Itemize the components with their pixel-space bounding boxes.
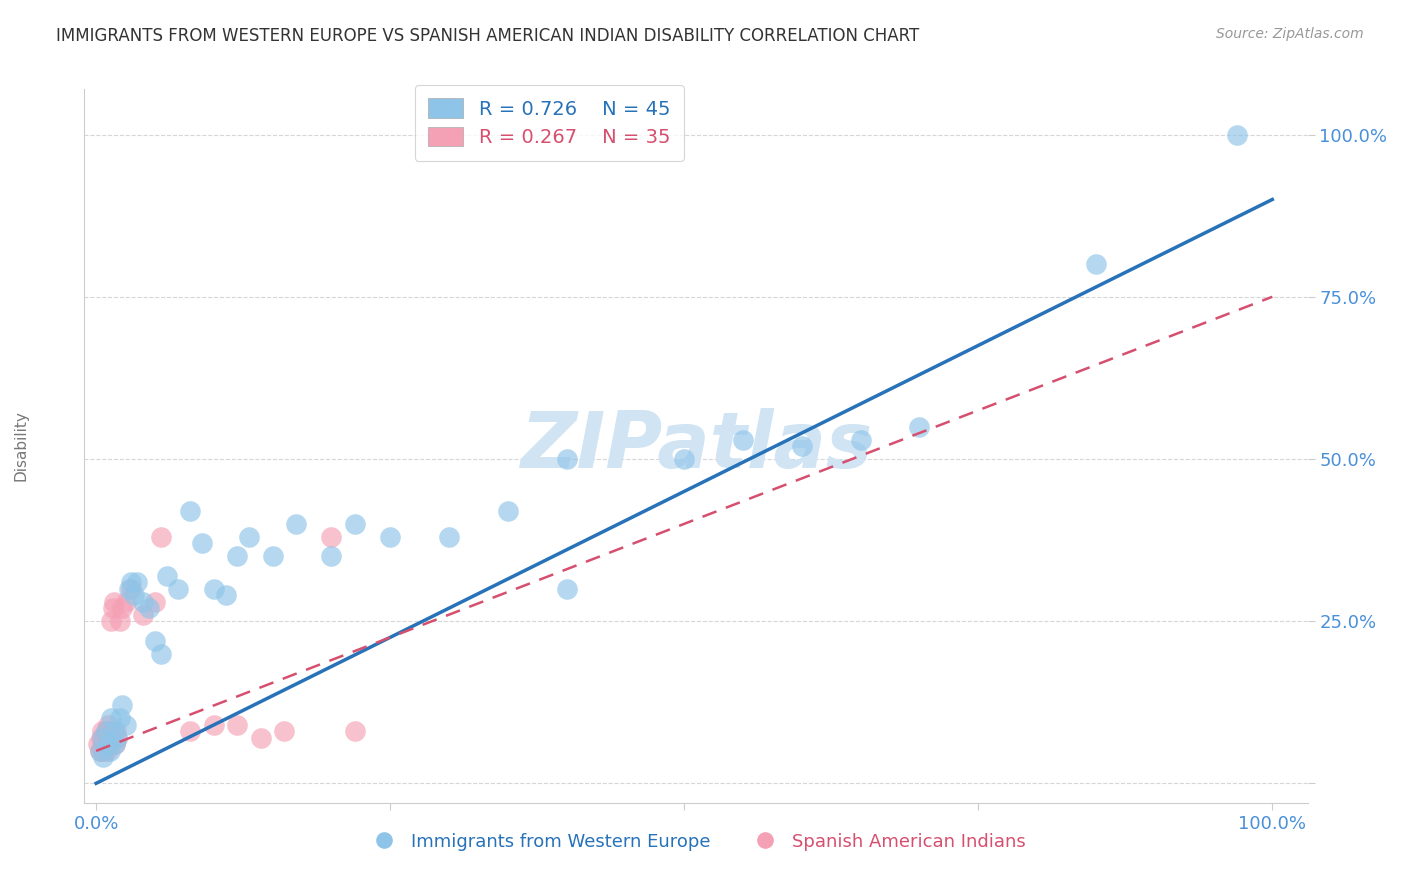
Point bbox=[149, 530, 172, 544]
Point bbox=[273, 724, 295, 739]
Point bbox=[91, 738, 114, 752]
Point bbox=[149, 647, 172, 661]
Point bbox=[93, 731, 115, 745]
Text: Source: ZipAtlas.com: Source: ZipAtlas.com bbox=[1216, 27, 1364, 41]
Point bbox=[143, 595, 166, 609]
Point bbox=[179, 504, 201, 518]
Point bbox=[91, 744, 114, 758]
Point bbox=[114, 595, 136, 609]
Point bbox=[226, 549, 249, 564]
Point bbox=[179, 724, 201, 739]
Point bbox=[156, 568, 179, 582]
Point bbox=[437, 530, 460, 544]
Point bbox=[285, 516, 308, 531]
Point bbox=[89, 744, 111, 758]
Text: IMMIGRANTS FROM WESTERN EUROPE VS SPANISH AMERICAN INDIAN DISABILITY CORRELATION: IMMIGRANTS FROM WESTERN EUROPE VS SPANIS… bbox=[56, 27, 920, 45]
Point bbox=[91, 750, 114, 764]
Point bbox=[91, 731, 114, 745]
Point bbox=[103, 724, 125, 739]
Point bbox=[103, 595, 125, 609]
Point bbox=[143, 633, 166, 648]
Point bbox=[343, 724, 366, 739]
Point bbox=[202, 718, 225, 732]
Point bbox=[343, 516, 366, 531]
Point bbox=[100, 614, 122, 628]
Point bbox=[94, 738, 117, 752]
Point bbox=[1226, 128, 1249, 142]
Point bbox=[105, 724, 128, 739]
Point bbox=[91, 724, 114, 739]
Point bbox=[101, 601, 124, 615]
Point bbox=[111, 601, 134, 615]
Point bbox=[105, 731, 128, 745]
Point bbox=[104, 738, 127, 752]
Point bbox=[100, 711, 122, 725]
Y-axis label: Disability: Disability bbox=[14, 410, 28, 482]
Point bbox=[167, 582, 190, 596]
Point bbox=[120, 582, 142, 596]
Point bbox=[93, 744, 115, 758]
Point bbox=[97, 738, 120, 752]
Point bbox=[98, 738, 121, 752]
Point bbox=[138, 601, 160, 615]
Point bbox=[321, 530, 343, 544]
Legend: Immigrants from Western Europe, Spanish American Indians: Immigrants from Western Europe, Spanish … bbox=[359, 826, 1033, 858]
Point bbox=[214, 588, 236, 602]
Point bbox=[104, 738, 127, 752]
Point bbox=[262, 549, 284, 564]
Point bbox=[94, 724, 117, 739]
Text: ZIPatlas: ZIPatlas bbox=[520, 408, 872, 484]
Point bbox=[105, 731, 128, 745]
Point bbox=[321, 549, 343, 564]
Point bbox=[496, 504, 519, 518]
Point bbox=[96, 744, 118, 758]
Point bbox=[98, 724, 121, 739]
Point bbox=[120, 575, 142, 590]
Point bbox=[98, 744, 121, 758]
Point bbox=[97, 731, 120, 745]
Point bbox=[132, 595, 155, 609]
Point bbox=[118, 582, 141, 596]
Point bbox=[127, 575, 149, 590]
Point bbox=[202, 582, 225, 596]
Point bbox=[132, 607, 155, 622]
Point bbox=[114, 718, 136, 732]
Point bbox=[380, 530, 402, 544]
Point bbox=[108, 711, 131, 725]
Point bbox=[673, 452, 696, 467]
Point bbox=[849, 433, 872, 447]
Point bbox=[555, 452, 578, 467]
Point bbox=[731, 433, 754, 447]
Point bbox=[226, 718, 249, 732]
Point bbox=[908, 419, 931, 434]
Point bbox=[555, 582, 578, 596]
Point bbox=[94, 724, 117, 739]
Point bbox=[191, 536, 214, 550]
Point bbox=[790, 439, 813, 453]
Point bbox=[238, 530, 260, 544]
Point bbox=[108, 614, 131, 628]
Point bbox=[97, 718, 120, 732]
Point bbox=[249, 731, 271, 745]
Point bbox=[87, 738, 110, 752]
Point bbox=[1084, 257, 1107, 271]
Point bbox=[111, 698, 134, 713]
Point bbox=[89, 744, 111, 758]
Point bbox=[90, 731, 112, 745]
Point bbox=[122, 588, 145, 602]
